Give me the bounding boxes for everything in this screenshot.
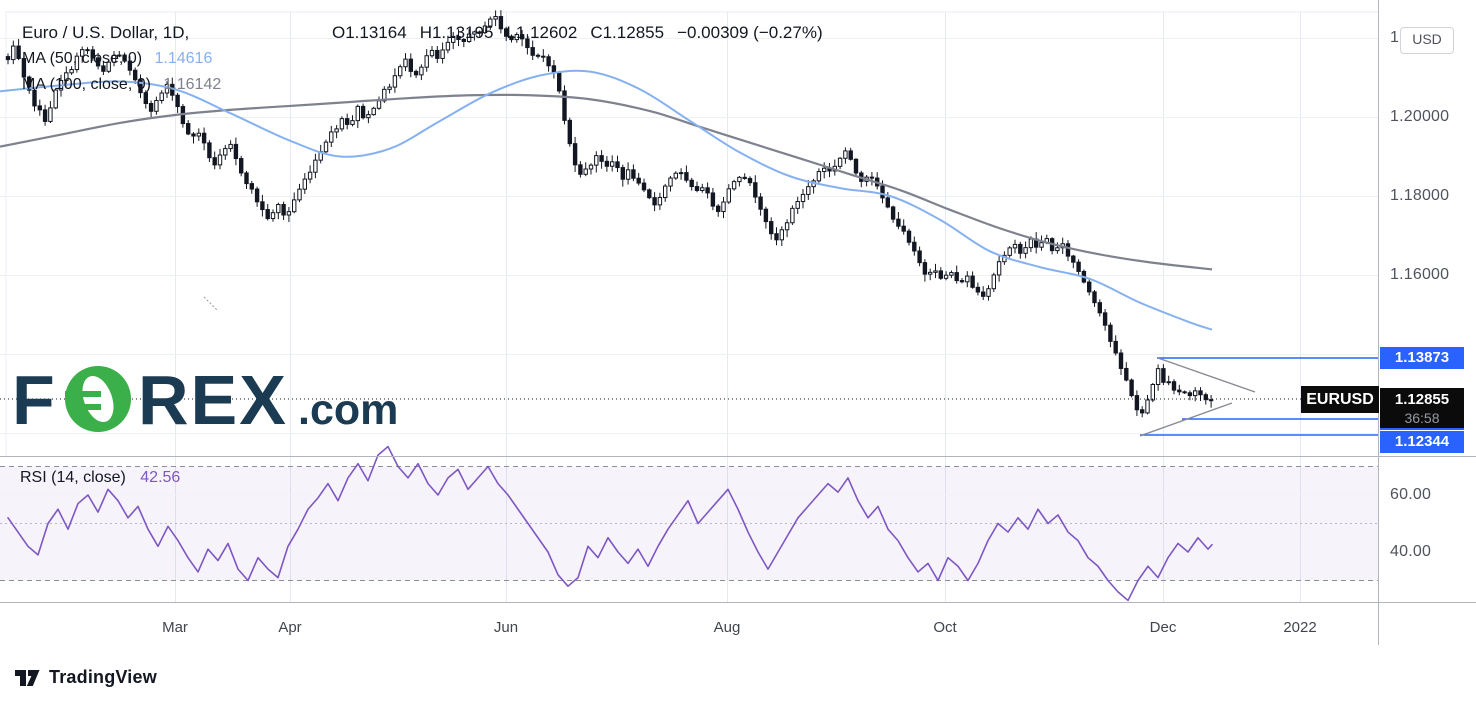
- tradingview-logo-icon: [15, 670, 40, 686]
- ma100-value: 1.16142: [163, 76, 222, 93]
- currency-usd-button[interactable]: USD: [1400, 27, 1454, 54]
- ma50-legend[interactable]: MA (50, close, 0) 1.14616: [22, 50, 212, 68]
- forex-com-watermark: F REX .com: [12, 361, 402, 444]
- last-price-value: 1.12855: [1394, 391, 1450, 408]
- change-value: −0.00309 (−0.27%): [677, 23, 823, 42]
- ma100-label: MA (100, close, 0): [22, 76, 151, 93]
- time-tick-label: Oct: [933, 619, 957, 636]
- time-tick-label: Aug: [713, 619, 741, 636]
- symbol-price-flag[interactable]: EURUSD: [1301, 386, 1379, 413]
- time-tick-label: Dec: [1149, 619, 1177, 636]
- tradingview-wordmark: TradingView: [49, 666, 157, 687]
- logo-dot-com: .com: [298, 386, 398, 434]
- price-tick-label: 1.18000: [1390, 187, 1450, 204]
- time-tick-label: Apr: [278, 619, 302, 636]
- resistance-price-label: 1.13873: [1380, 347, 1464, 369]
- price-tick-label: 1.16000: [1390, 266, 1450, 283]
- forex-com-logo-icon: F REX .com: [12, 361, 398, 439]
- rsi-legend[interactable]: RSI (14, close) 42.56: [20, 469, 180, 487]
- price-tick-label: 1.20000: [1390, 108, 1450, 125]
- last-price-label: 1.12855 36:58: [1380, 388, 1464, 428]
- rsi-label: RSI (14, close): [20, 469, 126, 486]
- ohlc-item: O1.13164: [332, 23, 407, 42]
- time-tick-label: 2022: [1283, 619, 1317, 636]
- symbol-title: Euro / U.S. Dollar, 1D,: [22, 23, 190, 42]
- logo-o-icon: [65, 366, 131, 432]
- time-tick-label: Jun: [493, 619, 519, 636]
- tradingview-attribution[interactable]: TradingView: [13, 665, 157, 689]
- ma50-label: MA (50, close, 0): [22, 50, 143, 67]
- ohlc-item: L1.12602: [506, 23, 578, 42]
- time-tick-label: Mar: [162, 619, 188, 636]
- ohlc-values: O1.13164 H1.13195 L1.12602 C1.12855 −0.00309…: [332, 23, 836, 43]
- ohlc-item: C1.12855: [590, 23, 665, 42]
- bar-countdown: 36:58: [1404, 410, 1440, 426]
- ohlc-item: H1.13195: [419, 23, 494, 42]
- rsi-tick-label: 60.00: [1390, 486, 1432, 503]
- rsi-value: 42.56: [140, 469, 181, 486]
- symbol-legend[interactable]: Euro / U.S. Dollar, 1D, O1.13164 H1.13195…: [22, 23, 823, 43]
- ma50-value: 1.14616: [154, 50, 213, 67]
- logo-letters-rex: REX: [138, 363, 288, 439]
- ma100-legend[interactable]: MA (100, close, 0) 1.16142: [22, 76, 221, 94]
- support-price-label: 1.12344: [1380, 431, 1464, 453]
- logo-letter-f: F: [12, 363, 55, 439]
- rsi-tick-label: 40.00: [1390, 543, 1432, 560]
